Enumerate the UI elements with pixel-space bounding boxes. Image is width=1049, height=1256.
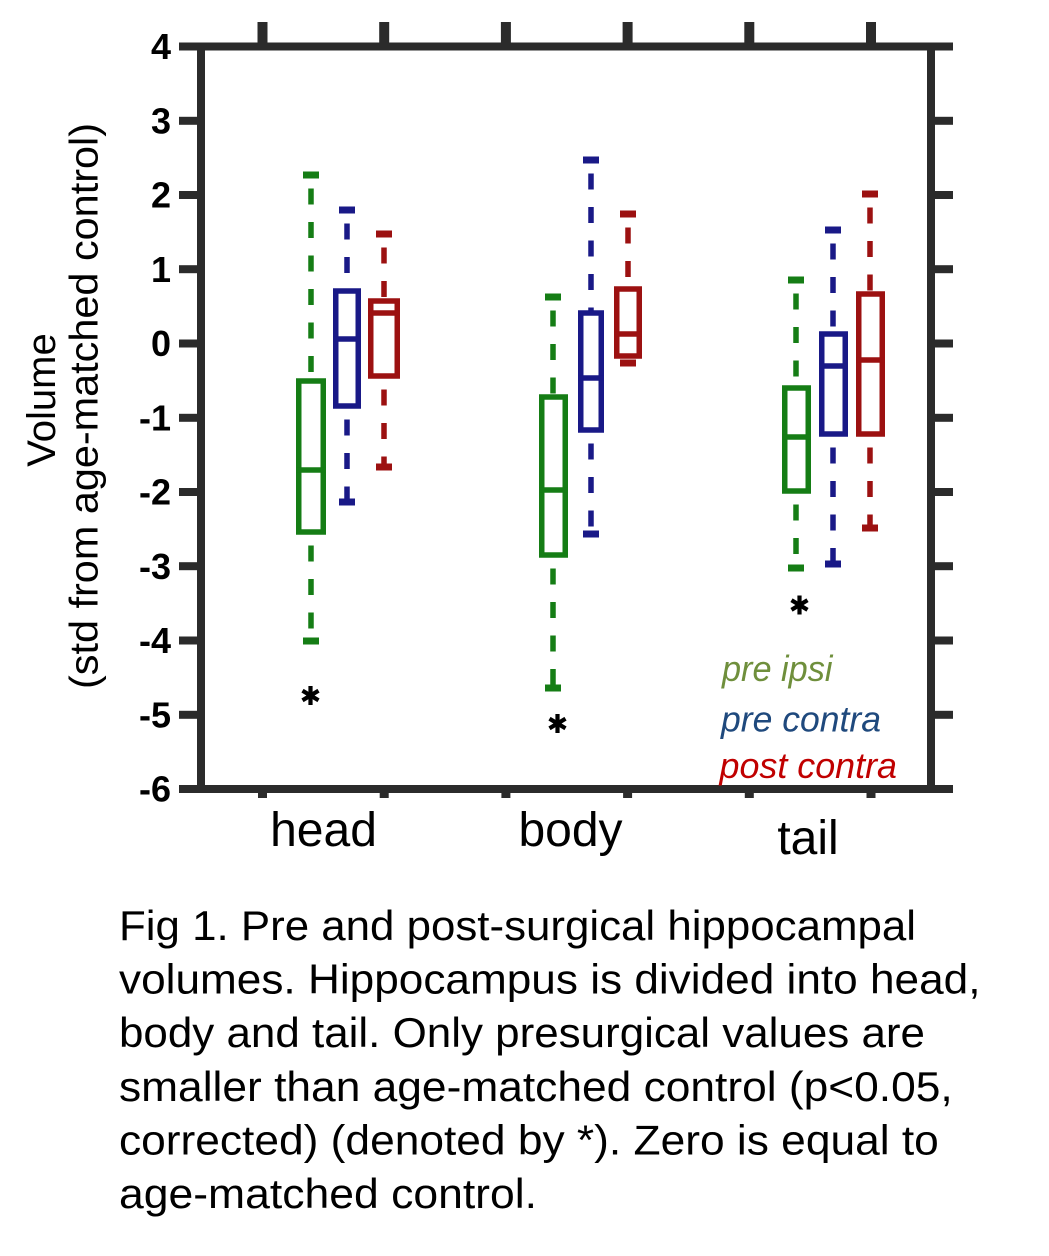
svg-text:head: head <box>270 804 377 857</box>
svg-text:-4: -4 <box>139 620 171 661</box>
svg-text:(std from age-matched control): (std from age-matched control) <box>63 123 107 689</box>
svg-text:-2: -2 <box>139 472 171 513</box>
svg-text:4: 4 <box>151 26 171 67</box>
svg-text:1: 1 <box>151 249 171 290</box>
svg-text:Volume: Volume <box>20 333 64 466</box>
svg-text:-1: -1 <box>139 397 171 438</box>
svg-text:pre contra: pre contra <box>720 699 881 740</box>
svg-text:0: 0 <box>151 323 171 364</box>
svg-text:post contra: post contra <box>719 745 897 786</box>
svg-text:-3: -3 <box>139 546 171 587</box>
svg-text:2: 2 <box>151 175 171 216</box>
svg-text:volumes. Hippocampus is divide: volumes. Hippocampus is divided into hea… <box>119 956 981 1003</box>
svg-text:3: 3 <box>151 100 171 141</box>
svg-text:-5: -5 <box>139 695 171 736</box>
svg-text:body and tail. Only presurgica: body and tail. Only presurgical values a… <box>119 1009 925 1056</box>
svg-text:corrected) (denoted by *). Zer: corrected) (denoted by *). Zero is equal… <box>119 1116 939 1163</box>
svg-text:tail: tail <box>777 812 838 865</box>
svg-text:Fig 1. Pre and post-surgical h: Fig 1. Pre and post-surgical hippocampal <box>119 902 916 949</box>
svg-text:age-matched control.: age-matched control. <box>119 1170 537 1217</box>
svg-text:smaller than age-matched contr: smaller than age-matched control (p<0.05… <box>119 1063 953 1110</box>
svg-text:body: body <box>518 804 622 857</box>
svg-text:-6: -6 <box>139 769 171 810</box>
svg-text:pre ipsi: pre ipsi <box>721 648 833 689</box>
